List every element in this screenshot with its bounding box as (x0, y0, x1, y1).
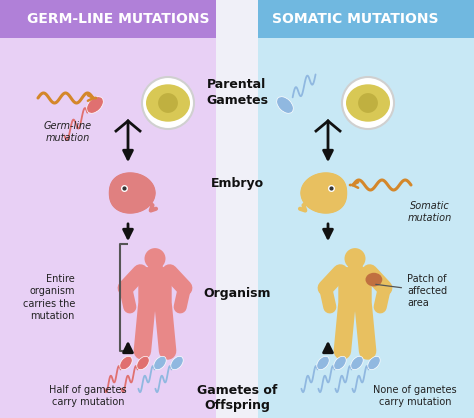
Text: Germ-line
mutation: Germ-line mutation (44, 121, 92, 143)
Bar (258, 0, 474, 418)
Ellipse shape (334, 356, 346, 370)
Ellipse shape (137, 356, 149, 370)
Ellipse shape (154, 356, 166, 370)
Polygon shape (109, 173, 155, 213)
Text: None of gametes
carry mutation: None of gametes carry mutation (373, 385, 457, 408)
Text: Gametes of
Offspring: Gametes of Offspring (197, 383, 277, 413)
Ellipse shape (87, 97, 103, 113)
Text: GERM-LINE MUTATIONS: GERM-LINE MUTATIONS (27, 12, 210, 26)
Text: Organism: Organism (203, 286, 271, 300)
FancyBboxPatch shape (338, 267, 372, 309)
Bar (258, 0, 474, 38)
Text: Entire
organism
carries the
mutation: Entire organism carries the mutation (23, 274, 75, 321)
Bar (0, 0, 216, 418)
Ellipse shape (120, 356, 132, 370)
Bar (216, 0, 258, 418)
Ellipse shape (368, 356, 380, 370)
Circle shape (358, 93, 378, 113)
Text: Somatic
mutation: Somatic mutation (408, 201, 452, 223)
Ellipse shape (365, 273, 383, 286)
Ellipse shape (277, 97, 293, 113)
Text: Embryo: Embryo (210, 176, 264, 189)
Circle shape (145, 248, 165, 269)
Circle shape (342, 77, 394, 129)
Text: Parental
Gametes: Parental Gametes (206, 79, 268, 107)
Text: SOMATIC MUTATIONS: SOMATIC MUTATIONS (272, 12, 439, 26)
FancyBboxPatch shape (138, 267, 172, 309)
Circle shape (345, 248, 365, 269)
Ellipse shape (351, 356, 363, 370)
Ellipse shape (171, 356, 183, 370)
Polygon shape (301, 173, 346, 213)
Circle shape (142, 77, 194, 129)
Ellipse shape (317, 356, 329, 370)
Text: Patch of
affected
area: Patch of affected area (376, 274, 447, 308)
Ellipse shape (346, 84, 390, 122)
Circle shape (158, 93, 178, 113)
Bar (0, 0, 216, 38)
Ellipse shape (146, 84, 190, 122)
Text: Half of gametes
carry mutation: Half of gametes carry mutation (49, 385, 127, 408)
